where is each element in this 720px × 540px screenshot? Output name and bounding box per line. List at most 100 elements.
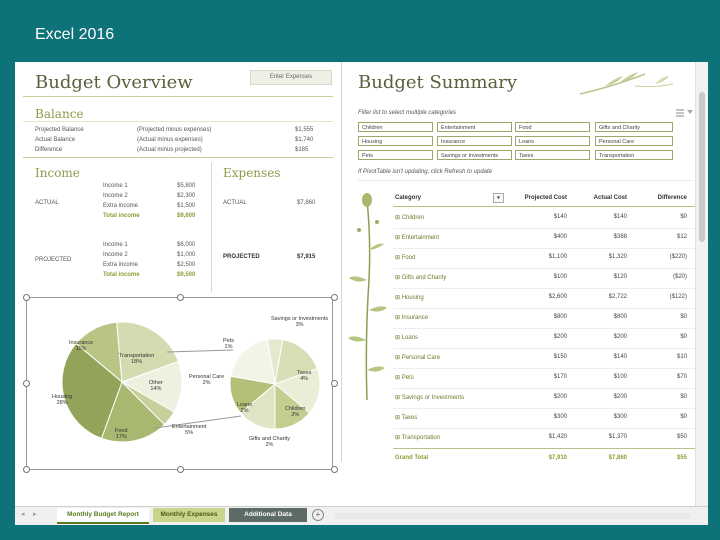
slicer-button[interactable]: Transportation xyxy=(595,150,673,160)
slice-name: Entertainment xyxy=(172,424,207,430)
tab-monthly-expenses[interactable]: Monthly Expenses xyxy=(153,508,225,522)
slice-percent: 5% xyxy=(185,430,194,436)
expand-icon[interactable]: ⊞ xyxy=(395,315,402,321)
row-category[interactable]: ⊞ Entertainment xyxy=(395,234,439,241)
row-category[interactable]: ⊞ Loans xyxy=(395,334,418,341)
row-category[interactable]: ⊞ Housing xyxy=(395,294,424,301)
slicer-button[interactable]: Housing xyxy=(358,136,433,146)
resize-handle[interactable] xyxy=(177,294,184,301)
resize-handle[interactable] xyxy=(177,466,184,473)
resize-handle[interactable] xyxy=(23,294,30,301)
slicer-button[interactable]: Children xyxy=(358,122,433,132)
row-category[interactable]: ⊞ Gifts and Charity xyxy=(395,274,446,281)
horizontal-scrollbar[interactable] xyxy=(335,513,690,519)
slicer-button[interactable]: Loans xyxy=(515,136,590,146)
expand-icon[interactable]: ⊞ xyxy=(395,395,402,401)
enter-expenses-button[interactable]: Enter Expenses xyxy=(250,70,332,85)
row-category[interactable]: ⊞ Personal Care xyxy=(395,354,440,361)
pivot-row[interactable]: ⊞ Gifts and Charity $100 $120 ($20) xyxy=(393,268,695,289)
slice-entertainment[interactable] xyxy=(121,381,175,426)
row-category[interactable]: ⊞ Food xyxy=(395,254,415,261)
expand-icon[interactable]: ⊞ xyxy=(395,435,402,441)
row-difference: ($220) xyxy=(669,254,687,260)
slice-personal-care[interactable] xyxy=(230,339,276,385)
slicer-button[interactable]: Taxes xyxy=(515,150,590,160)
expand-icon[interactable]: ⊞ xyxy=(395,255,402,261)
pie-of-pie-chart[interactable]: Insurance 11% Transportation 18% Other 14% Foo… xyxy=(26,297,333,470)
pivot-row[interactable]: ⊞ Savings or Investments $200 $200 $0 xyxy=(393,388,695,409)
multiselect-icon[interactable] xyxy=(675,108,695,118)
row-difference: $0 xyxy=(680,334,687,340)
income-label: Extra income xyxy=(103,203,139,209)
row-category[interactable]: ⊞ Insurance xyxy=(395,314,428,321)
pivot-row[interactable]: ⊞ Loans $200 $200 $0 xyxy=(393,328,695,349)
slice-housing[interactable] xyxy=(61,342,123,440)
expand-icon[interactable]: ⊞ xyxy=(395,335,402,341)
pivot-row[interactable]: ⊞ Entertainment $400 $388 $12 xyxy=(393,228,695,249)
row-category[interactable]: ⊞ Transportation xyxy=(395,434,440,441)
slicer-button[interactable]: Pets xyxy=(358,150,433,160)
category-filter-button[interactable]: ▾ xyxy=(493,193,504,203)
resize-handle[interactable] xyxy=(331,294,338,301)
pivot-row[interactable]: ⊞ Food $1,100 $1,320 ($220) xyxy=(393,248,695,269)
resize-handle[interactable] xyxy=(23,466,30,473)
slicer-button[interactable]: Savings or Investments xyxy=(437,150,512,160)
row-projected: $1,100 xyxy=(548,254,567,260)
row-actual: $1,370 xyxy=(608,434,627,440)
row-category[interactable]: ⊞ Pets xyxy=(395,374,414,381)
expand-icon[interactable]: ⊞ xyxy=(395,415,402,421)
pivot-row[interactable]: ⊞ Pets $170 $100 $70 xyxy=(393,368,695,389)
expand-icon[interactable]: ⊞ xyxy=(395,275,402,281)
row-category[interactable]: ⊞ Taxes xyxy=(395,414,417,421)
pivot-row[interactable]: ⊞ Personal Care $150 $140 $10 xyxy=(393,348,695,369)
row-actual: $100 xyxy=(613,374,627,380)
add-sheet-icon[interactable]: + xyxy=(312,509,324,521)
resize-handle[interactable] xyxy=(331,380,338,387)
row-category[interactable]: ⊞ Children xyxy=(395,214,424,221)
pivot-row[interactable]: ⊞ Housing $2,600 $2,722 ($122) xyxy=(393,288,695,309)
tab-additional-data[interactable]: Additional Data xyxy=(229,508,307,522)
slicer-button[interactable]: Personal Care xyxy=(595,136,673,146)
row-difference: $12 xyxy=(676,234,687,240)
balance-desc: (Actual minus expenses) xyxy=(137,137,203,143)
slice-taxes[interactable] xyxy=(274,367,321,414)
row-actual: $200 xyxy=(613,394,627,400)
income-value: $1,000 xyxy=(177,252,196,258)
sheet-tabs-bar: ◂ ▸ Monthly Budget Report Monthly Expens… xyxy=(15,506,708,525)
slice-label: Entertainment 5% xyxy=(172,424,206,436)
slice-percent: 17% xyxy=(115,434,127,440)
slice-label: Gifts and Charity 2% xyxy=(249,436,290,448)
slicer-button[interactable]: Food xyxy=(515,122,590,132)
expand-icon[interactable]: ⊞ xyxy=(395,215,402,221)
tab-scroll-right-icon[interactable]: ▸ xyxy=(33,511,37,518)
slicer-button[interactable]: Entertainment xyxy=(437,122,512,132)
expand-icon[interactable]: ⊞ xyxy=(395,295,402,301)
expand-icon[interactable]: ⊞ xyxy=(395,235,402,241)
income-actual-label: ACTUAL xyxy=(35,200,59,206)
pivot-row[interactable]: ⊞ Insurance $800 $800 $0 xyxy=(393,308,695,329)
scrollbar-thumb[interactable] xyxy=(699,92,705,242)
header-difference: Difference xyxy=(657,195,687,201)
resize-handle[interactable] xyxy=(23,380,30,387)
divider xyxy=(23,121,333,122)
slicer-button[interactable]: Insurance xyxy=(437,136,512,146)
row-actual: $1,320 xyxy=(608,254,627,260)
divider xyxy=(358,180,693,181)
pivot-row[interactable]: ⊞ Transportation $1,420 $1,370 $50 xyxy=(393,428,695,449)
row-category[interactable]: ⊞ Savings or Investments xyxy=(395,394,464,401)
slicer-button[interactable]: Gifts and Charity xyxy=(595,122,673,132)
slice-label: Transportation 18% xyxy=(119,353,154,365)
tab-scroll-left-icon[interactable]: ◂ xyxy=(21,511,25,518)
resize-handle[interactable] xyxy=(331,466,338,473)
income-label: Extra income xyxy=(103,262,139,268)
pivot-row[interactable]: ⊞ Taxes $300 $300 $0 xyxy=(393,408,695,429)
slice-percent: 28% xyxy=(56,400,68,406)
slice-savings[interactable] xyxy=(274,339,318,385)
vertical-scrollbar[interactable] xyxy=(695,62,708,506)
tab-monthly-budget-report[interactable]: Monthly Budget Report xyxy=(57,508,149,524)
expand-icon[interactable]: ⊞ xyxy=(395,375,402,381)
expand-icon[interactable]: ⊞ xyxy=(395,355,402,361)
connector-line xyxy=(166,349,234,353)
pivot-row[interactable]: ⊞ Children $140 $140 $0 xyxy=(393,208,695,229)
row-projected: $400 xyxy=(553,234,567,240)
